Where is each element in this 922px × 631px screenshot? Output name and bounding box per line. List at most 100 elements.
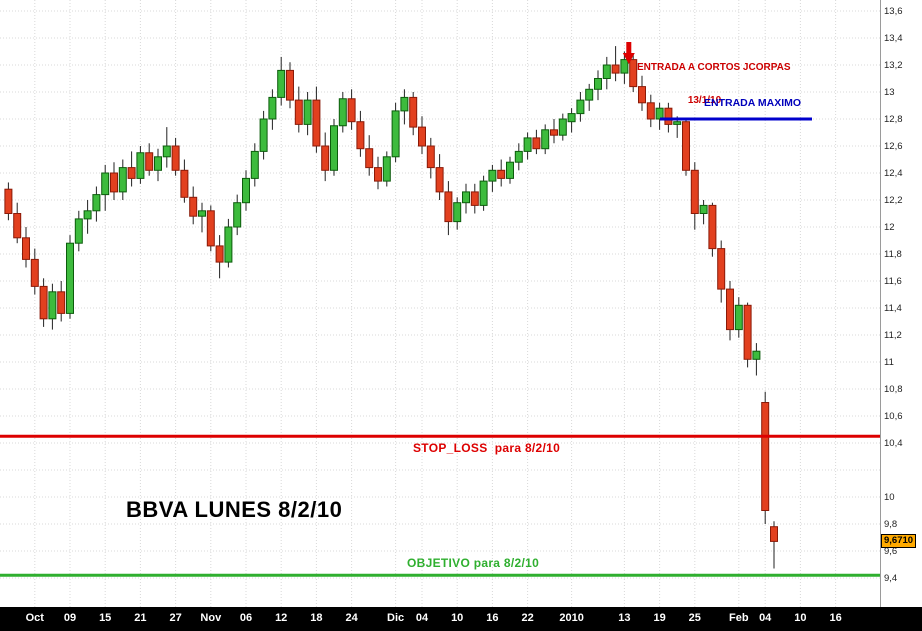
price-axis-label: 10,4 [884,437,903,449]
candle-up [136,152,145,179]
candle-up [594,78,602,90]
candle-up [250,150,259,179]
time-axis-label: 10 [451,612,464,624]
candle-up [233,202,242,228]
candle-up [83,210,92,220]
price-axis-label: 10 [884,491,895,503]
candle-down [356,121,365,150]
candle-up [506,161,514,179]
short-entry-arrow-icon [622,53,635,64]
price-axis-label: 11,4 [884,302,902,314]
price-axis-label: 10,8 [884,383,903,395]
candle-down [22,237,30,260]
time-axis-label: 21 [134,612,147,624]
price-axis-label: 12,6 [884,140,903,152]
candle-up [576,99,585,115]
candle-down [347,98,356,123]
short-entry-text: ENTRADA A CORTOS JCORPAS [637,62,791,73]
time-axis-label: Nov [200,612,222,624]
candle-down [4,188,13,214]
candle-down [708,204,717,250]
price-axis-label: 13,2 [884,59,903,71]
candle-up [752,350,761,360]
candle-up [567,113,576,123]
candle-down [470,191,479,206]
candle-down [110,172,118,193]
candle-down [743,304,752,360]
candle-down [426,145,435,169]
candle-down [145,152,154,171]
candle-down [726,288,734,331]
time-axis-label: 15 [99,612,112,624]
candlestick-plot [0,0,880,607]
candle-up [162,145,171,158]
candle-up [585,88,594,101]
candle-up [602,64,611,79]
price-axis-label: 13,4 [884,32,903,44]
candle-up [655,107,664,120]
stop-loss-label: STOP_LOSS para 8/2/10 [413,441,561,455]
candle-up [382,156,391,182]
time-axis-label: 16 [829,612,842,624]
candle-up [154,156,162,171]
candle-up [48,291,57,320]
candle-up [330,125,338,171]
last-price-tag: 9,6710 [881,534,917,549]
price-axis-label: 13 [884,86,895,98]
candle-down [664,107,673,125]
candle-down [39,285,48,320]
time-axis-label: Dic [387,612,405,624]
candle-down [13,213,22,239]
time-axis-label: 24 [345,612,358,624]
price-axis-label: 9,4 [884,572,898,584]
time-axis-label: Oct [25,612,44,624]
candle-down [717,248,726,290]
candle-down [682,121,690,171]
candle-down [321,145,330,171]
candle-up [462,191,470,204]
candle-up [391,110,400,158]
candle-up [734,304,743,331]
candle-down [312,99,321,147]
time-axis-label: 09 [63,612,77,624]
short-entry-arrow-icon [626,42,632,54]
candle-up [66,242,74,314]
price-axis-label: 13,6 [884,5,903,17]
candle-up [118,167,127,193]
price-axis-label: 11,2 [884,329,902,341]
candle-down [206,210,215,247]
time-axis: Oct 09 15 21 27 Nov 06 12 18 24 Dic 04 10 16 22 2010 13 1… [0,607,922,631]
time-axis-label: 10 [794,612,807,624]
candle-up [277,69,286,98]
candle-up [259,118,268,152]
candle-down [497,169,506,179]
short-entry-annotation: ENTRADA A CORTOS JCORPAS 13/1/10 [637,40,791,128]
short-entry-date: 13/1/10 [687,95,722,106]
candle-up [400,96,409,112]
time-axis-label: 16 [486,612,499,624]
price-axis-label: 12,4 [884,167,903,179]
candle-down [629,59,638,88]
candle-up [620,59,629,74]
time-axis-label: 27 [169,612,182,624]
price-axis-label: 11,8 [884,248,902,260]
price-axis-label: 9,6 [884,545,898,557]
candle-down [365,148,374,169]
time-axis-label: 06 [239,612,253,624]
candle-up [92,194,101,212]
candle-up [488,169,497,182]
candle-down [611,64,620,74]
price-axis-label: 11 [884,356,894,368]
candle-down [418,126,426,147]
price-axis-label: 10,6 [884,410,903,422]
candle-up [268,96,277,120]
price-axis: 9,6710 13,6 13,4 13,2 13 12,8 12,6 12,4 12,2 12 1… [880,0,922,607]
candle-up [303,99,312,125]
candle-up [224,226,233,263]
candle-down [638,86,646,104]
candle-down [444,191,453,223]
candle-up [74,218,83,244]
time-axis-label: 04 [415,612,429,624]
time-axis-label: 13 [618,612,631,624]
